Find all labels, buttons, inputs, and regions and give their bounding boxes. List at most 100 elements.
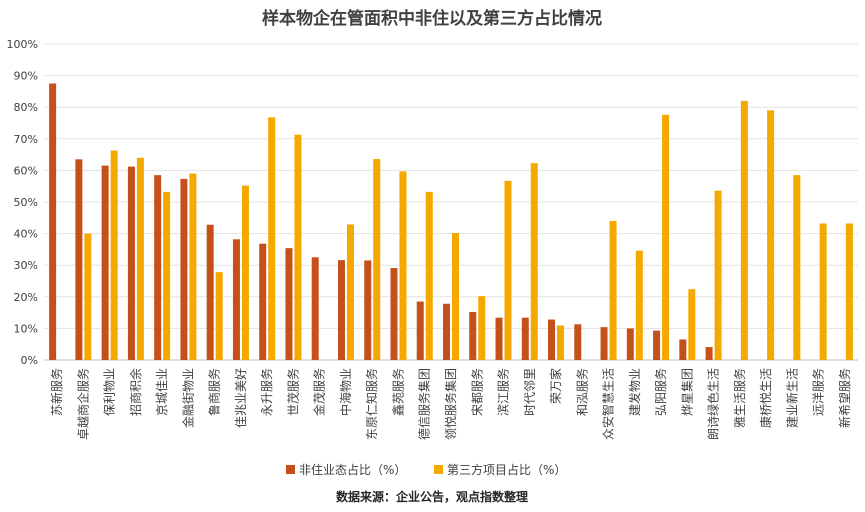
- y-tick-label: 60%: [14, 164, 38, 177]
- x-tick-label: 金融街物业: [180, 368, 195, 428]
- bar-third-party: [136, 157, 144, 360]
- bar-third-party: [84, 233, 92, 360]
- y-axis: 0% 10% 20% 30% 40% 50% 60% 70% 80% 90% 100%: [7, 38, 38, 367]
- x-tick-label: 保利物业: [103, 368, 117, 416]
- x-tick-label: 时代邻里: [523, 368, 537, 416]
- bar-third-party: [504, 180, 512, 360]
- x-tick-label: 鑫苑服务: [390, 368, 405, 416]
- bar-third-party: [452, 232, 459, 360]
- x-tick-label: 建发物业: [627, 368, 642, 416]
- bar-third-party: [714, 190, 722, 360]
- bar-third-party: [635, 250, 643, 360]
- legend-swatch-third-party: [434, 465, 443, 474]
- x-tick-label: 永升服务: [259, 368, 274, 416]
- bar-non-residential: [705, 347, 713, 360]
- bar-third-party: [373, 159, 381, 360]
- bar-third-party: [767, 110, 775, 360]
- x-tick-label: 新希望服务: [837, 368, 852, 428]
- bar-non-residential: [75, 159, 83, 360]
- x-tick-label: 弘阳服务: [653, 368, 668, 416]
- x-axis: 苏新服务 卓越商企服务 保利物业 招商积余 京城佳业 金融街物业 鲁商服务 佳兆业美好 永升服务…: [49, 368, 852, 440]
- legend-swatch-non-residential: [286, 465, 295, 474]
- bar-non-residential: [390, 268, 398, 360]
- x-tick-label: 世茂服务: [285, 368, 300, 416]
- bar-third-party: [688, 289, 696, 360]
- bar-third-party: [268, 117, 276, 360]
- x-tick-label: 和泓服务: [574, 368, 589, 416]
- bar-non-residential: [127, 166, 135, 360]
- y-tick-label: 50%: [14, 196, 38, 209]
- x-tick-label: 雅生活服务: [732, 368, 747, 428]
- bar-third-party: [530, 163, 538, 360]
- bar-non-residential: [232, 239, 240, 360]
- bar-non-residential: [101, 165, 109, 360]
- x-tick-label: 招商积余: [128, 368, 143, 416]
- y-tick-label: 40%: [14, 228, 38, 241]
- bar-non-residential: [337, 260, 345, 360]
- x-tick-label: 众安智慧生活: [601, 368, 616, 440]
- legend-label-third-party: 第三方项目占比（%）: [447, 462, 566, 477]
- bar-non-residential: [311, 257, 319, 360]
- bar-third-party: [478, 296, 486, 360]
- bar-non-residential: [259, 243, 267, 360]
- bar-non-residential: [469, 311, 477, 360]
- legend: 非住业态占比（%） 第三方项目占比（%）: [286, 462, 566, 477]
- bar-non-residential: [626, 328, 634, 360]
- bar-non-residential: [443, 303, 450, 360]
- y-tick-label: 70%: [14, 133, 38, 146]
- grid-lines: [44, 43, 858, 361]
- y-tick-label: 100%: [7, 38, 38, 51]
- bar-third-party: [163, 191, 171, 360]
- bar-non-residential: [154, 175, 162, 360]
- x-tick-label: 苏新服务: [49, 368, 64, 416]
- x-tick-label: 金茂服务: [312, 368, 327, 416]
- bar-non-residential: [49, 83, 57, 360]
- bar-third-party: [662, 114, 670, 360]
- x-tick-label: 远洋服务: [811, 368, 826, 416]
- bar-non-residential: [679, 339, 687, 360]
- bar-third-party: [819, 223, 827, 360]
- x-tick-label: 荣万家: [548, 368, 563, 404]
- bar-third-party: [346, 224, 354, 360]
- x-tick-label: 鲁商服务: [207, 368, 222, 416]
- x-tick-label: 宋都服务: [469, 368, 484, 416]
- x-tick-label: 佳兆业美好: [234, 368, 248, 428]
- bar-non-residential: [521, 317, 529, 360]
- bar-third-party: [241, 185, 249, 360]
- bar-third-party: [189, 173, 197, 360]
- x-tick-label: 建业新生活: [784, 368, 799, 428]
- bar-third-party: [557, 325, 565, 360]
- bar-non-residential: [285, 248, 293, 360]
- bars: [49, 83, 853, 360]
- bar-third-party: [425, 191, 433, 360]
- bar-third-party: [845, 223, 853, 360]
- bar-third-party: [609, 220, 617, 360]
- x-tick-label: 卓越商企服务: [75, 368, 90, 440]
- x-tick-label: 康桥悦生活: [758, 368, 773, 428]
- x-tick-label: 领悦服务集团: [443, 368, 458, 440]
- bar-non-residential: [416, 301, 424, 360]
- x-tick-label: 滨江服务: [496, 368, 511, 416]
- legend-label-non-residential: 非住业态占比（%）: [299, 462, 406, 477]
- bar-third-party: [294, 134, 302, 360]
- bar-third-party: [793, 175, 801, 360]
- bar-non-residential: [180, 178, 188, 360]
- x-tick-label: 中海物业: [338, 368, 353, 416]
- bar-non-residential: [364, 260, 372, 360]
- y-tick-label: 20%: [14, 291, 38, 304]
- bar-third-party: [740, 100, 748, 360]
- x-tick-label: 东原仁知服务: [364, 368, 379, 440]
- y-tick-label: 80%: [14, 101, 38, 114]
- bar-third-party: [110, 150, 118, 360]
- y-tick-label: 30%: [14, 259, 38, 272]
- x-tick-label: 烨星集团: [679, 368, 694, 416]
- bar-non-residential: [548, 319, 556, 360]
- y-tick-label: 0%: [21, 354, 38, 367]
- bar-non-residential: [495, 317, 503, 360]
- x-tick-label: 京城佳业: [155, 368, 169, 416]
- bar-third-party: [215, 272, 223, 360]
- x-tick-label: 朗诗绿色生活: [706, 368, 721, 440]
- bar-non-residential: [574, 324, 582, 360]
- bar-third-party: [399, 171, 407, 360]
